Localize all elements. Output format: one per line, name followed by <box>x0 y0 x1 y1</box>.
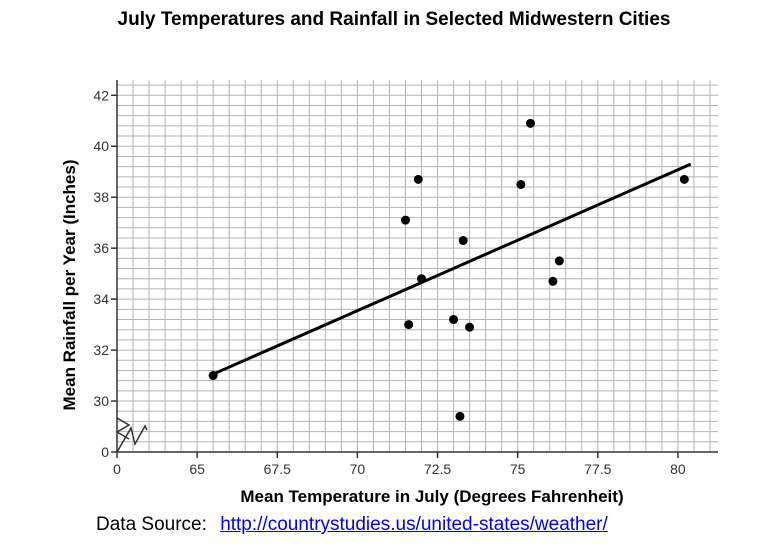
data-point <box>449 315 459 325</box>
axes <box>111 80 718 458</box>
x-tick-label: 67.5 <box>264 461 291 477</box>
x-tick-label: 70 <box>350 461 366 477</box>
data-point <box>404 320 414 330</box>
data-point <box>525 118 535 128</box>
data-point <box>458 236 468 246</box>
trend-line <box>209 162 692 377</box>
data-points <box>208 118 689 421</box>
data-source: Data Source: http://countrystudies.us/un… <box>96 514 608 536</box>
chart-title: July Temperatures and Rainfall in Select… <box>118 9 671 30</box>
y-tick-label: 38 <box>93 189 109 205</box>
data-point <box>554 256 564 266</box>
data-source-label: Data Source: <box>96 514 207 535</box>
data-point <box>208 371 218 381</box>
trend-line-group <box>209 162 692 377</box>
x-tick-label: 80 <box>670 461 686 477</box>
data-point <box>413 174 423 184</box>
y-tick-label: 34 <box>93 291 109 307</box>
data-point <box>400 215 410 225</box>
y-tick-label: 32 <box>93 342 109 358</box>
data-point <box>465 322 475 332</box>
x-tick-label: 72.5 <box>424 461 451 477</box>
y-axis-label: Mean Rainfall per Year (Inches) <box>60 160 79 411</box>
y-axis-break-mark <box>115 417 131 440</box>
x-tick-label: 77.5 <box>584 461 611 477</box>
data-point <box>417 274 427 284</box>
grid <box>117 80 718 452</box>
x-tick-label: 75 <box>510 461 526 477</box>
x-axis-label: Mean Temperature in July (Degrees Fahren… <box>240 487 623 506</box>
y-tick-label: 40 <box>93 138 109 154</box>
y-tick-label: 42 <box>93 87 109 103</box>
data-point <box>548 276 558 286</box>
y-tick-label: 30 <box>93 393 109 409</box>
x-axis-break-mark <box>116 424 148 453</box>
y-tick-label-origin: 0 <box>101 444 109 460</box>
scatter-chart: July Temperatures and Rainfall in Select… <box>60 9 718 506</box>
x-tick-label: 65 <box>189 461 205 477</box>
data-point <box>679 174 689 184</box>
tick-labels: 65 67.5 70 72.5 75 77.5 80 0 30 32 34 36 38 40 42 0 <box>93 87 686 477</box>
x-tick-label-origin: 0 <box>113 461 121 477</box>
y-tick-label: 36 <box>93 240 109 256</box>
data-source-link[interactable]: http://countrystudies.us/united-states/w… <box>220 514 608 535</box>
data-point <box>516 179 526 189</box>
data-point <box>455 411 465 421</box>
